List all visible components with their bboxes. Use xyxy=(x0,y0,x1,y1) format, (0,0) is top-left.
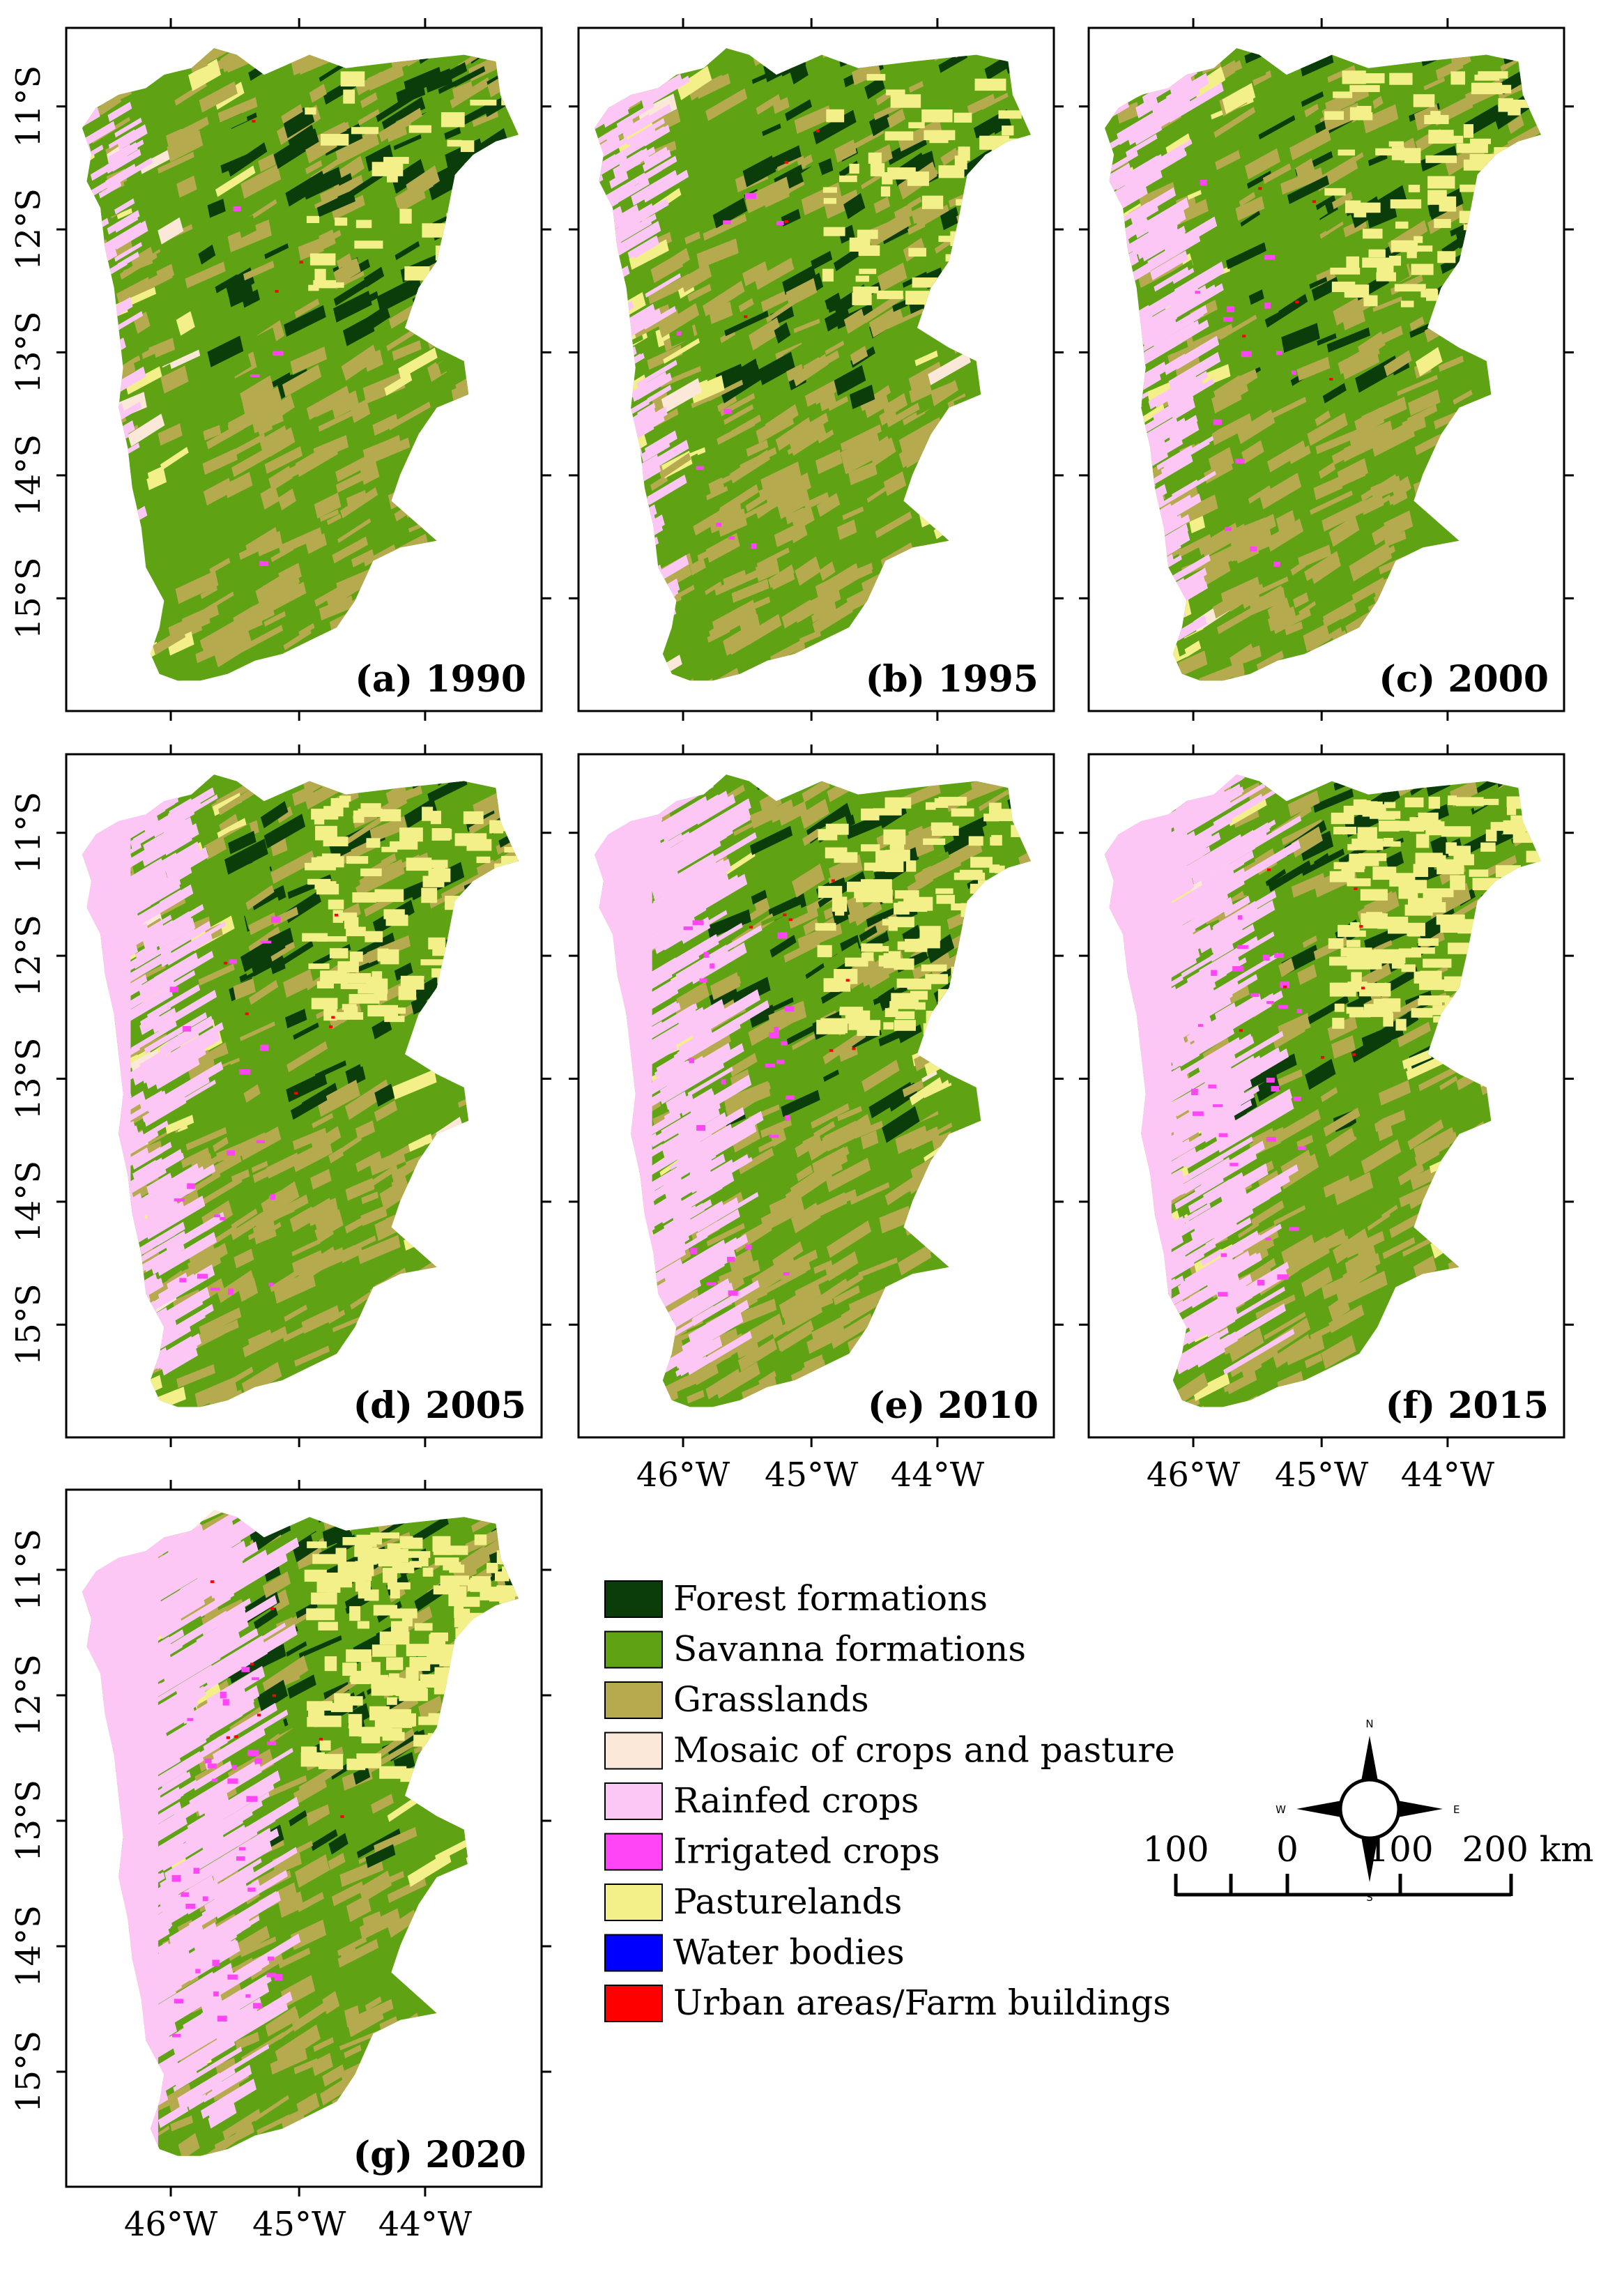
legend-label: Pasturelands xyxy=(673,1881,902,1922)
lat-tick-label: 15°S xyxy=(9,1283,48,1366)
legend-label: Irrigated crops xyxy=(673,1831,940,1872)
map-panel-b: (b) 1995 xyxy=(569,18,1064,721)
compass-arrow-n xyxy=(1361,1736,1378,1781)
land-cover-region xyxy=(595,48,1031,681)
legend-label: Savanna formations xyxy=(673,1629,1026,1670)
lat-tick-label: 15°S xyxy=(9,557,48,639)
legend-item: Savanna formations xyxy=(604,1629,1026,1670)
scale-bar-label: 100 xyxy=(1367,1829,1433,1870)
lat-tick-label: 15°S xyxy=(9,2031,48,2113)
legend-label: Grasslands xyxy=(673,1679,869,1720)
legend-item: Rainfed crops xyxy=(604,1780,919,1821)
lat-tick-label: 13°S xyxy=(9,1038,48,1120)
map-panel-e: 46°W 45°W 44°W (e) 2010 xyxy=(569,744,1064,1495)
compass-arrow-s xyxy=(1361,1837,1378,1882)
lat-tick-label: 13°S xyxy=(9,1780,48,1862)
lon-tick-label: 46°W xyxy=(1147,1456,1241,1495)
panel-label: (e) 2010 xyxy=(868,1384,1039,1427)
legend-item: Grasslands xyxy=(604,1679,869,1720)
panel-label: (d) 2005 xyxy=(353,1384,526,1427)
scale-bar-label: 0 xyxy=(1276,1829,1299,1870)
map-panel-g: 11°S 12°S 13°S 14°S 15°S 46°W 45°W 44°W (g) 2020 xyxy=(9,1480,551,2244)
compass-label-n: N xyxy=(1365,1718,1373,1730)
panel-frame xyxy=(1087,753,1565,1439)
lat-tick-label: 13°S xyxy=(9,312,48,394)
legend: Forest formations Savanna formations Grass… xyxy=(604,1578,1175,2023)
scale-bar-label: 200 km xyxy=(1462,1829,1593,1870)
legend-swatch xyxy=(604,1934,663,1972)
lat-tick-label: 14°S xyxy=(9,434,48,517)
lon-tick-label: 45°W xyxy=(1275,1456,1369,1495)
lon-tick-label: 44°W xyxy=(378,2205,473,2244)
lon-tick-label: 45°W xyxy=(252,2205,346,2244)
land-cover-region xyxy=(82,1510,519,2156)
legend-swatch xyxy=(604,1630,663,1669)
legend-item: Urban areas/Farm buildings xyxy=(604,1982,1171,2023)
panel-label: (a) 1990 xyxy=(355,658,526,701)
land-cover-region xyxy=(595,774,1031,1407)
panel-frame xyxy=(65,1488,543,2188)
legend-swatch xyxy=(604,1782,663,1820)
land-cover-region xyxy=(82,48,519,681)
compass-rose: N S E W xyxy=(1276,1718,1460,1904)
panel-frame xyxy=(577,26,1055,712)
legend-item: Pasturelands xyxy=(604,1881,902,1922)
lon-tick-label: 44°W xyxy=(891,1456,985,1495)
compass-label-e: E xyxy=(1453,1803,1460,1816)
lon-tick-label: 46°W xyxy=(636,1456,730,1495)
legend-item: Forest formations xyxy=(604,1578,988,1619)
legend-label: Mosaic of crops and pasture xyxy=(673,1730,1175,1771)
panel-label: (g) 2020 xyxy=(353,2134,526,2176)
panel-label: (b) 1995 xyxy=(866,658,1039,701)
legend-swatch xyxy=(604,1580,663,1618)
legend-swatch xyxy=(604,1833,663,1871)
legend-label: Urban areas/Farm buildings xyxy=(673,1982,1171,2023)
lat-tick-label: 12°S xyxy=(9,915,48,997)
lat-tick-label: 11°S xyxy=(9,792,48,874)
lat-tick-label: 14°S xyxy=(9,1161,48,1243)
scale-bar: 100 0 100 200 km xyxy=(1142,1829,1594,1897)
lat-tick-label: 14°S xyxy=(9,1905,48,1987)
land-cover-region xyxy=(82,774,519,1407)
legend-item: Irrigated crops xyxy=(604,1831,940,1872)
legend-label: Rainfed crops xyxy=(673,1780,919,1821)
legend-item: Water bodies xyxy=(604,1932,905,1973)
panel-label: (f) 2015 xyxy=(1386,1384,1549,1427)
compass-arrow-w xyxy=(1296,1801,1342,1817)
map-panel-d: 11°S 12°S 13°S 14°S 15°S (d) 2005 xyxy=(9,744,551,1447)
lon-tick-label: 44°W xyxy=(1401,1456,1495,1495)
panel-frame xyxy=(577,753,1055,1439)
lat-tick-label: 12°S xyxy=(9,188,48,270)
panel-frame xyxy=(65,753,543,1439)
compass-arrow-e xyxy=(1397,1801,1443,1817)
legend-swatch xyxy=(604,1732,663,1770)
lon-tick-label: 46°W xyxy=(124,2205,218,2244)
legend-swatch xyxy=(604,1681,663,1719)
map-panel-a: 11°S 12°S 13°S 14°S 15°S (a) 1990 xyxy=(9,18,551,721)
scale-bar-label: 100 xyxy=(1142,1829,1209,1870)
panel-frame xyxy=(1087,26,1565,712)
lon-tick-label: 45°W xyxy=(765,1456,859,1495)
legend-swatch xyxy=(604,1985,663,2022)
legend-label: Water bodies xyxy=(673,1932,905,1973)
panel-label: (c) 2000 xyxy=(1379,658,1549,701)
compass-circle xyxy=(1338,1778,1401,1840)
map-panel-f: 46°W 45°W 44°W (f) 2015 xyxy=(1079,744,1574,1495)
land-cover-region xyxy=(1105,48,1541,681)
compass-label-s: S xyxy=(1366,1891,1373,1904)
compass-label-w: W xyxy=(1276,1803,1286,1816)
lat-tick-label: 11°S xyxy=(9,1529,48,1611)
land-cover-region xyxy=(1105,774,1541,1407)
panel-frame xyxy=(65,26,543,712)
legend-item: Mosaic of crops and pasture xyxy=(604,1730,1175,1771)
lat-tick-label: 11°S xyxy=(9,66,48,148)
lat-tick-label: 12°S xyxy=(9,1654,48,1736)
legend-swatch xyxy=(604,1884,663,1921)
map-panel-c: (c) 2000 xyxy=(1079,18,1574,721)
legend-label: Forest formations xyxy=(673,1578,988,1619)
